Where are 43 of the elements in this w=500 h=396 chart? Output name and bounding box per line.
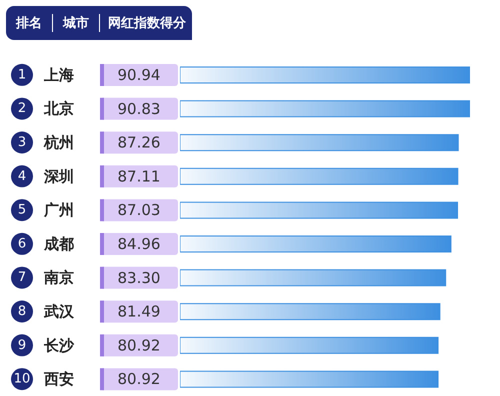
bar — [180, 202, 458, 219]
text: 2 — [18, 101, 26, 116]
bar — [180, 168, 458, 185]
y-tick-label: 长沙 — [43, 336, 75, 354]
data-label: 84.96 — [118, 235, 160, 253]
text: 7 — [18, 270, 26, 286]
data-label: 90.94 — [118, 66, 160, 84]
y-tick-label: 武汉 — [43, 302, 75, 320]
bar — [180, 303, 440, 320]
text: 排名 — [6, 14, 53, 32]
y-tick-label: 杭州 — [43, 134, 74, 152]
text: 9 — [18, 338, 26, 353]
data-label: 83.30 — [118, 268, 160, 287]
data-label: 87.03 — [118, 201, 160, 220]
text: 3 — [18, 135, 26, 150]
text: 8 — [18, 304, 26, 319]
data-label: 87.11 — [118, 167, 160, 186]
y-axis-title: 城市 — [53, 14, 100, 32]
text: 6 — [18, 236, 26, 252]
bar — [180, 236, 452, 252]
text: 5 — [18, 202, 26, 218]
text: 1 — [18, 67, 26, 82]
y-tick-label: 深圳 — [43, 167, 74, 186]
data-label: 80.92 — [118, 336, 160, 354]
x-axis-title: 网红指数得分 — [107, 15, 187, 32]
data-label: 87.26 — [118, 134, 160, 152]
y-tick-label: 南京 — [43, 268, 74, 287]
data-label: 81.49 — [118, 302, 160, 321]
data-label: 80.92 — [118, 370, 160, 388]
y-tick-label: 上海 — [43, 66, 74, 84]
bar — [180, 66, 470, 84]
bar — [180, 336, 439, 354]
data-label: 90.83 — [118, 100, 160, 118]
bar — [180, 370, 439, 388]
bar — [180, 100, 470, 118]
bar — [180, 134, 459, 152]
text: 10 — [14, 372, 30, 387]
y-tick-label: 成都 — [43, 234, 74, 253]
y-tick-label: 西安 — [43, 370, 74, 388]
bar — [180, 269, 446, 286]
y-tick-label: 广州 — [43, 201, 74, 220]
text: 4 — [18, 168, 26, 184]
y-tick-label: 北京 — [43, 100, 74, 118]
